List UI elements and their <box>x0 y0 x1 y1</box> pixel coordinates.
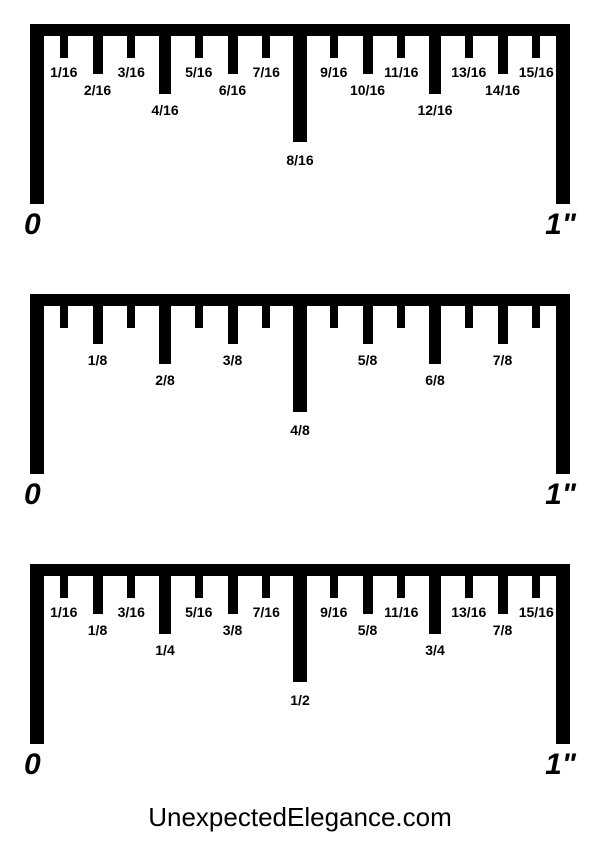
tick <box>532 294 540 328</box>
tick <box>293 564 307 682</box>
tick <box>159 564 171 634</box>
tick-label: 2/8 <box>155 372 174 388</box>
tick <box>429 294 441 364</box>
tick-label: 10/16 <box>350 82 385 98</box>
end-tick-one <box>556 564 570 744</box>
end-tick-zero <box>30 24 44 204</box>
tick-label: 11/16 <box>384 64 418 80</box>
start-label: 0 <box>24 748 41 782</box>
tick-label: 5/16 <box>185 604 212 620</box>
tick-label: 3/8 <box>223 352 242 368</box>
tick <box>262 294 270 328</box>
tick-label: 1/8 <box>88 352 107 368</box>
tick-label: 12/16 <box>417 102 452 118</box>
tick <box>60 24 68 58</box>
tick-label: 11/16 <box>384 604 418 620</box>
tick <box>127 24 135 58</box>
tick <box>397 24 405 58</box>
tick-label: 5/8 <box>358 352 377 368</box>
tick-label: 1/4 <box>155 642 174 658</box>
tick-label: 3/16 <box>118 604 145 620</box>
tick <box>93 564 103 614</box>
tick-label: 6/16 <box>219 82 246 98</box>
tick <box>532 564 540 598</box>
tick <box>195 294 203 328</box>
tick <box>363 564 373 614</box>
tick-label: 5/8 <box>358 622 377 638</box>
tick <box>330 294 338 328</box>
tick <box>159 294 171 364</box>
tick <box>228 24 238 74</box>
tick <box>60 294 68 328</box>
tick <box>127 564 135 598</box>
tick <box>397 294 405 328</box>
tick-label: 15/16 <box>519 604 554 620</box>
tick-label: 4/16 <box>151 102 178 118</box>
tick-label: 13/16 <box>451 64 486 80</box>
tick-label: 14/16 <box>485 82 520 98</box>
tick-label: 9/16 <box>320 64 347 80</box>
tick <box>60 564 68 598</box>
tick <box>465 24 473 58</box>
end-tick-zero <box>30 294 44 474</box>
tick-label: 13/16 <box>451 604 486 620</box>
tick <box>330 24 338 58</box>
tick <box>262 24 270 58</box>
footer-credit: UnexpectedElegance.com <box>0 802 600 833</box>
tick <box>293 294 307 412</box>
tick-label: 7/8 <box>493 622 512 638</box>
tick <box>228 294 238 344</box>
tick-label: 4/8 <box>290 422 309 438</box>
tick <box>498 294 508 344</box>
tick-label: 7/16 <box>253 604 280 620</box>
tick-label: 1/16 <box>50 604 77 620</box>
tick <box>465 294 473 328</box>
tick <box>159 24 171 94</box>
end-label: 1" <box>545 748 576 782</box>
end-label: 1" <box>545 208 576 242</box>
tick-label: 5/16 <box>185 64 212 80</box>
tick-label: 3/16 <box>118 64 145 80</box>
tick <box>228 564 238 614</box>
tick <box>195 24 203 58</box>
tick-label: 1/2 <box>290 692 309 708</box>
tick-label: 3/4 <box>425 642 444 658</box>
tick <box>532 24 540 58</box>
page: 1/162/163/164/165/166/167/168/169/1610/1… <box>0 0 600 848</box>
tick <box>293 24 307 142</box>
tick <box>429 24 441 94</box>
tick <box>195 564 203 598</box>
tick-label: 9/16 <box>320 604 347 620</box>
end-tick-one <box>556 24 570 204</box>
tick <box>330 564 338 598</box>
start-label: 0 <box>24 478 41 512</box>
tick <box>127 294 135 328</box>
tick-label: 15/16 <box>519 64 554 80</box>
tick <box>93 294 103 344</box>
tick <box>363 294 373 344</box>
tick <box>363 24 373 74</box>
tick-label: 1/8 <box>88 622 107 638</box>
tick-label: 6/8 <box>425 372 444 388</box>
tick <box>262 564 270 598</box>
tick-label: 2/16 <box>84 82 111 98</box>
tick <box>429 564 441 634</box>
tick <box>397 564 405 598</box>
tick-label: 8/16 <box>286 152 313 168</box>
tick <box>498 24 508 74</box>
tick-label: 7/8 <box>493 352 512 368</box>
tick <box>498 564 508 614</box>
end-tick-one <box>556 294 570 474</box>
tick-label: 7/16 <box>253 64 280 80</box>
tick <box>465 564 473 598</box>
tick-label: 3/8 <box>223 622 242 638</box>
tick-label: 1/16 <box>50 64 77 80</box>
start-label: 0 <box>24 208 41 242</box>
tick <box>93 24 103 74</box>
end-tick-zero <box>30 564 44 744</box>
end-label: 1" <box>545 478 576 512</box>
